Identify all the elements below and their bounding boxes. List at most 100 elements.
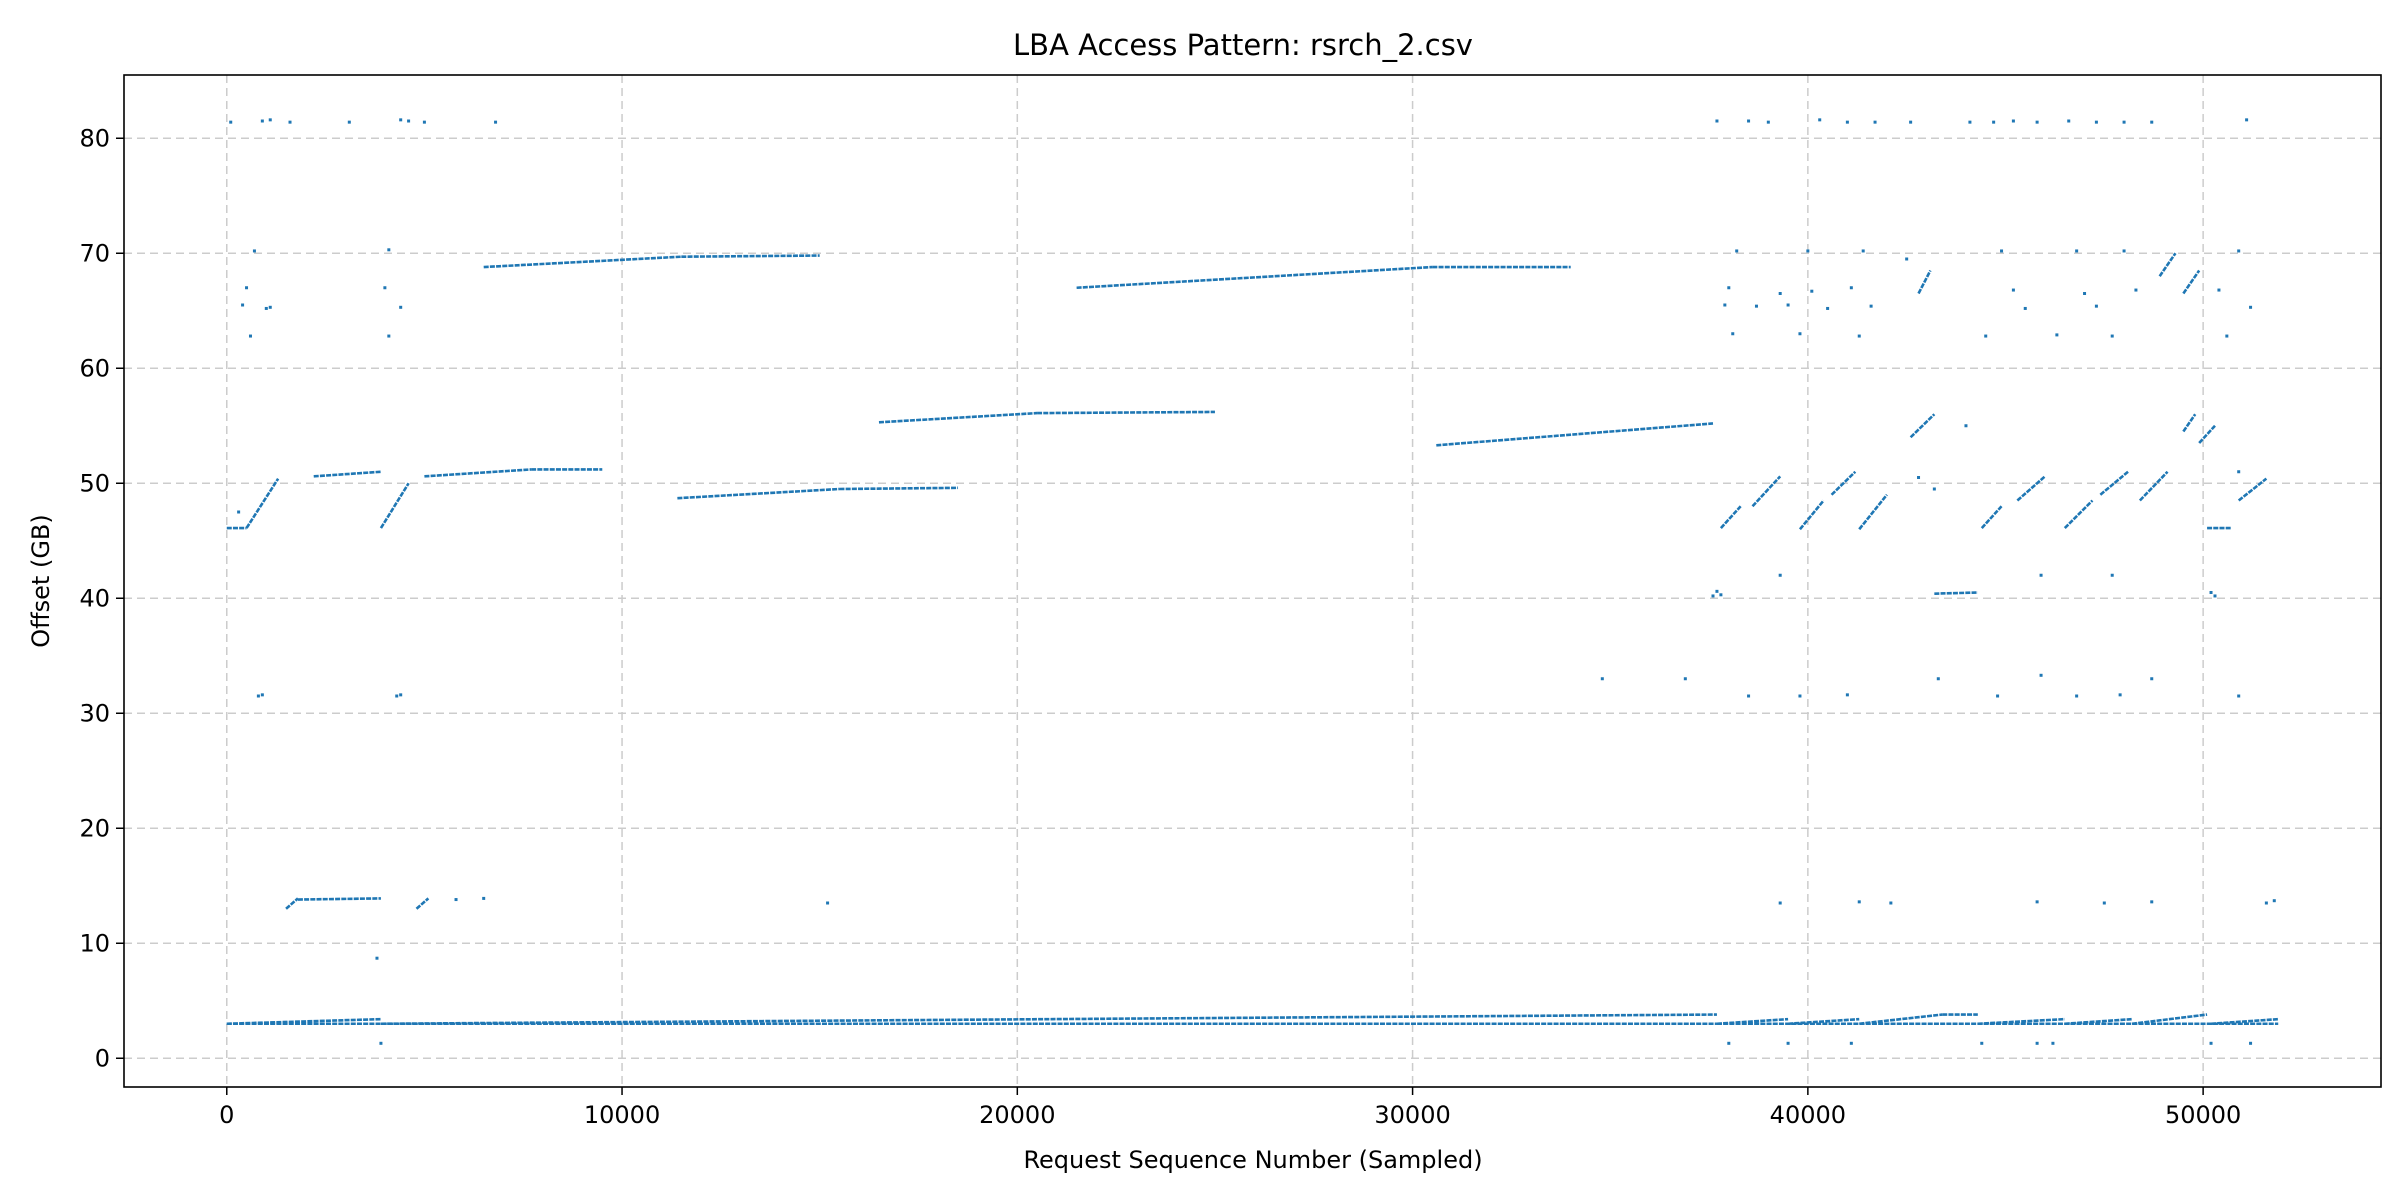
access-point	[260, 119, 264, 123]
access-run	[415, 897, 430, 910]
access-run	[1909, 413, 1936, 439]
access-point	[2067, 119, 2071, 123]
access-point	[2102, 901, 2106, 905]
access-run	[1980, 505, 2003, 529]
access-point	[245, 286, 249, 290]
access-point	[1869, 304, 1873, 308]
access-point	[2237, 470, 2241, 474]
y-tick-label: 10	[79, 929, 110, 957]
access-point	[1889, 901, 1893, 905]
access-point	[256, 694, 260, 698]
access-point	[1798, 694, 1802, 698]
access-run	[1076, 265, 1433, 290]
access-point	[2150, 900, 2154, 904]
access-point	[2122, 120, 2126, 124]
access-point	[1980, 1041, 1984, 1045]
access-point	[1719, 593, 1723, 597]
access-point	[2122, 249, 2126, 253]
access-point	[2213, 594, 2217, 598]
x-tick-label: 40000	[1770, 1101, 1846, 1129]
access-point	[1917, 476, 1921, 479]
access-run	[2158, 252, 2177, 277]
access-point	[1992, 120, 1996, 124]
y-tick-label: 80	[79, 124, 110, 152]
access-point	[387, 248, 391, 252]
access-run	[1917, 269, 1932, 295]
access-point	[387, 334, 391, 338]
access-point	[379, 1041, 383, 1045]
plot-frame	[123, 74, 2382, 1088]
access-run	[483, 255, 682, 269]
access-point	[1754, 304, 1758, 308]
access-point	[1857, 900, 1861, 904]
access-point	[2110, 573, 2114, 577]
access-point	[1786, 1041, 1790, 1045]
access-point	[2249, 305, 2253, 309]
access-point	[229, 120, 233, 124]
access-point	[2075, 249, 2079, 253]
access-point	[375, 956, 379, 960]
access-point	[1723, 303, 1727, 307]
access-point	[399, 305, 403, 309]
access-point	[347, 120, 351, 124]
y-tick-label: 70	[79, 239, 110, 267]
access-point	[1806, 249, 1810, 253]
access-point	[2011, 288, 2015, 292]
access-point	[395, 694, 399, 698]
access-point	[1727, 1041, 1731, 1045]
access-point	[1786, 303, 1790, 307]
access-point	[2000, 249, 2004, 253]
access-point	[383, 286, 387, 290]
access-point	[260, 693, 264, 697]
x-tick-label: 50000	[2165, 1101, 2241, 1129]
access-run	[2131, 1013, 2208, 1026]
y-tick-label: 60	[79, 354, 110, 382]
tick-layer: 0 10000 20000 30000 40000 50000 0 10 20 30 40 50 60 7…	[79, 124, 2241, 1129]
access-point	[252, 249, 256, 253]
access-point	[482, 896, 486, 900]
access-point	[2023, 306, 2027, 310]
access-point	[399, 118, 403, 122]
access-point	[1810, 289, 1814, 293]
access-point	[2237, 694, 2241, 698]
access-point	[1845, 693, 1849, 697]
access-point	[1731, 332, 1735, 336]
access-point	[1747, 119, 1751, 123]
access-point	[2094, 120, 2098, 124]
access-point	[1683, 677, 1687, 681]
access-run	[1436, 422, 1714, 447]
access-point	[264, 306, 268, 310]
access-point	[2051, 1041, 2055, 1045]
access-point	[2035, 120, 2039, 124]
access-run	[878, 411, 1038, 424]
access-point	[268, 305, 272, 309]
x-tick-label: 30000	[1374, 1101, 1450, 1129]
access-point	[2110, 334, 2114, 338]
access-point	[2217, 288, 2221, 292]
access-point	[1778, 901, 1782, 905]
access-point	[826, 901, 830, 905]
access-run	[2210, 1017, 2279, 1026]
access-point	[1715, 119, 1719, 123]
access-point	[1747, 694, 1751, 698]
access-run	[1830, 470, 1857, 496]
access-point	[1909, 120, 1913, 124]
access-point	[1735, 249, 1739, 253]
access-run	[1719, 505, 1742, 529]
access-point	[454, 898, 458, 902]
access-point	[2035, 1041, 2039, 1045]
access-point	[2150, 677, 2154, 681]
access-point	[494, 120, 498, 124]
access-run	[380, 1013, 1717, 1026]
access-point	[1964, 424, 1968, 428]
access-point	[2245, 118, 2249, 122]
y-tick-label: 0	[95, 1044, 110, 1072]
access-point	[2249, 1041, 2253, 1045]
access-point	[2209, 591, 2213, 594]
access-run	[1798, 499, 1825, 531]
access-point	[2264, 901, 2268, 905]
access-point	[268, 118, 272, 122]
access-point	[1798, 332, 1802, 336]
access-run	[1859, 1013, 1943, 1026]
